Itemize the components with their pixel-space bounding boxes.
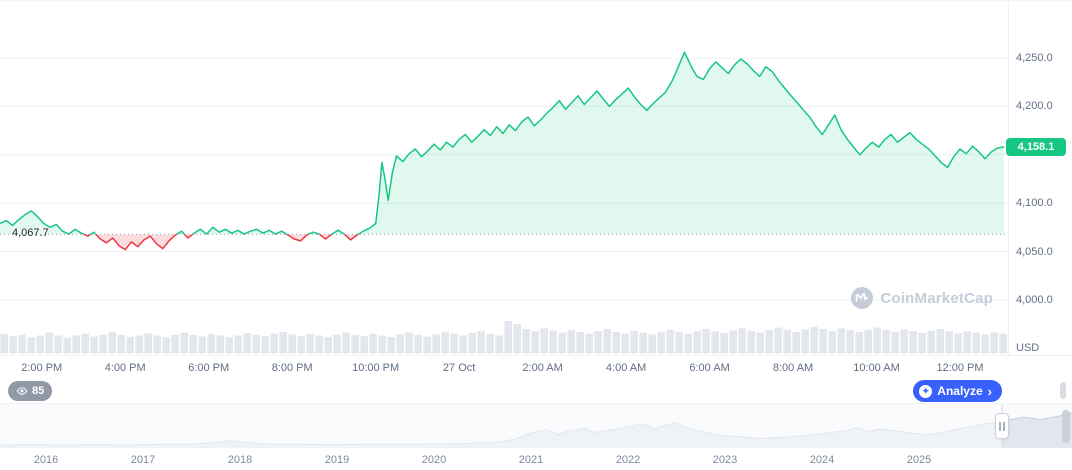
price-chart-canvas[interactable] (0, 1, 1008, 356)
coinmarketcap-logo-icon (851, 287, 874, 309)
x-axis-label: 8:00 AM (772, 362, 814, 374)
y-axis-label: 4,200.0 (1016, 100, 1053, 113)
analyze-button[interactable]: ✦ Analyze › (913, 380, 1002, 402)
chart-toolbar: 85 ✦ Analyze › (0, 379, 1072, 403)
analyze-label: Analyze (937, 384, 983, 398)
x-axis-label: 27 Oct (442, 362, 476, 374)
x-axis-label: 6:00 AM (689, 362, 730, 374)
x-axis-label: 6:00 PM (188, 362, 230, 374)
year-label: 2020 (421, 454, 447, 466)
year-label: 2025 (906, 454, 932, 466)
year-label: 2024 (809, 454, 835, 466)
x-axis: 2:00 PM 4:00 PM 6:00 PM 8:00 PM 10:00 PM 27 O… (0, 356, 1008, 379)
x-axis-label: 4:00 AM (605, 362, 647, 374)
timeline-minichart[interactable] (0, 405, 1072, 448)
y-axis-label: 4,250.0 (1016, 52, 1053, 65)
y-axis-label: 4,050.0 (1016, 245, 1053, 258)
watermark-text: CoinMarketCap (880, 289, 993, 307)
year-label: 2023 (712, 454, 738, 466)
y-axis-label: 4,000.0 (1016, 293, 1053, 306)
x-axis-label: 2:00 PM (21, 362, 63, 374)
year-label: 2018 (227, 454, 253, 466)
x-axis-label: 4:00 PM (104, 362, 146, 374)
y-axis: 4,158.1 USD 4,250.0 4,200.0 4,100.0 4,050.0… (1006, 1, 1072, 356)
chart-area: 4,067.7 CoinMarketCap 4,158.1 USD 4,250.… (0, 1, 1072, 356)
x-axis-label: 12:00 PM (936, 362, 984, 374)
sparkle-icon: ✦ (919, 384, 933, 398)
year-label: 2016 (33, 454, 59, 466)
watchers-badge: 85 (8, 381, 53, 401)
watchers-count: 85 (32, 385, 45, 397)
year-label: 2017 (130, 454, 156, 466)
year-axis: 2016 2017 2018 2019 2020 2021 2022 2023 2024 2025 (0, 448, 1072, 470)
x-axis-label: 10:00 PM (352, 362, 400, 374)
current-price-badge: 4,158.1 (1006, 137, 1066, 156)
x-axis-label: 8:00 PM (271, 362, 313, 374)
year-label: 2019 (324, 454, 350, 466)
currency-label: USD (1016, 342, 1040, 354)
timeline-right-handle[interactable] (1062, 410, 1070, 443)
y-axis-label: 4,100.0 (1016, 197, 1053, 210)
chevron-right-icon: › (987, 383, 992, 399)
scrollbar-thumb[interactable] (1060, 382, 1066, 399)
x-axis-label: 2:00 AM (522, 362, 563, 374)
x-axis-label: 10:00 AM (853, 362, 900, 374)
year-label: 2021 (518, 454, 544, 466)
coinmarketcap-watermark: CoinMarketCap (851, 287, 993, 309)
history-timeline (0, 403, 1072, 448)
eye-icon (16, 387, 28, 395)
timeline-left-handle[interactable] (995, 413, 1010, 439)
open-price-label: 4,067.7 (12, 227, 49, 240)
year-label: 2022 (615, 454, 641, 466)
